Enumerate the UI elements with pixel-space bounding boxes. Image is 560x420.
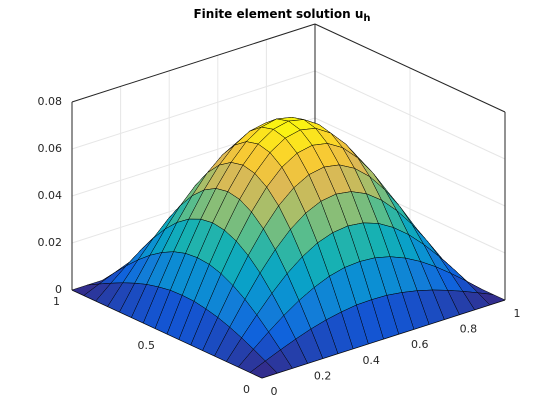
y-tick-label: 0.5 [138,339,156,352]
z-tick-label: 0 [55,283,62,296]
x-tick-label: 1 [514,307,521,320]
grid-line [71,70,316,150]
title-text: Finite element solution u [193,7,363,21]
axis-line [314,23,506,113]
x-tick-label: 0 [271,385,278,398]
z-tick-label: 0.02 [38,236,63,249]
grid-line [314,117,506,207]
z-tick-label: 0.06 [38,142,63,155]
y-tick-label: 1 [53,295,60,308]
title-subscript: h [363,13,370,24]
x-tick-label: 0.6 [411,338,429,351]
z-tick-label: 0.08 [38,95,63,108]
y-tick-label: 0 [243,383,250,396]
x-tick-label: 0.8 [460,323,478,336]
x-tick-label: 0.2 [314,369,332,382]
surface-face [249,360,278,379]
axis-line [71,23,316,103]
x-tick-label: 0.4 [362,354,380,367]
z-tick-label: 0.04 [38,189,63,202]
chart-title: Finite element solution uh [193,7,370,25]
grid-line [314,70,506,160]
